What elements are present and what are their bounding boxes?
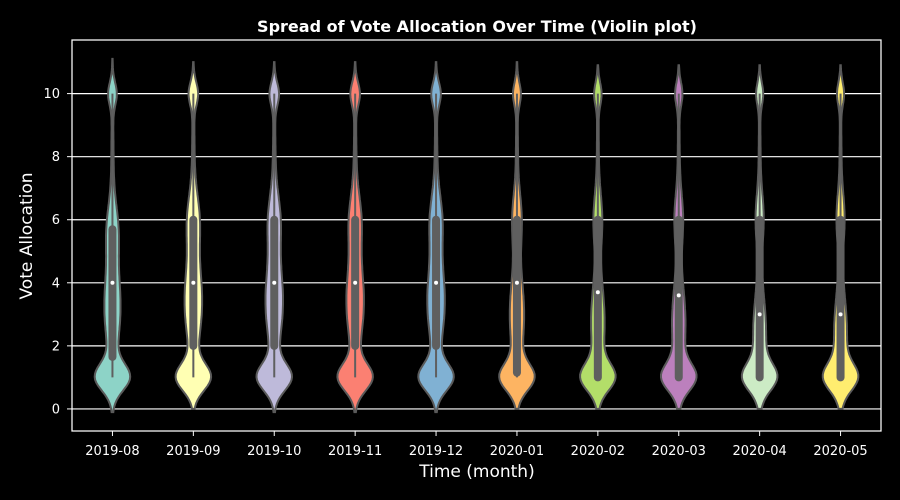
x-tick-label: 2020-04	[732, 444, 786, 459]
x-tick-label: 2019-10	[247, 444, 301, 459]
y-tick-label: 10	[43, 87, 60, 102]
x-tick-label: 2020-01	[490, 444, 544, 459]
violin-median-point	[676, 293, 681, 298]
x-axis-label: Time (month)	[418, 462, 534, 482]
x-tick-label: 2020-05	[813, 444, 867, 459]
chart-title: Spread of Vote Allocation Over Time (Vio…	[257, 17, 697, 36]
x-tick-label: 2019-11	[328, 444, 382, 459]
x-tick-label: 2019-09	[166, 444, 220, 459]
y-tick-label: 2	[52, 339, 60, 354]
x-axis-ticks: 2019-08 2019-09 2019-10 2019-11 2019-12 2020-…	[85, 431, 868, 459]
x-tick-label: 2019-08	[85, 444, 139, 459]
violin-median-point	[434, 280, 439, 285]
violin-median-point	[514, 280, 519, 285]
violins	[93, 57, 860, 414]
y-tick-label: 8	[52, 150, 60, 165]
violin-median-point	[353, 280, 358, 285]
y-tick-label: 6	[52, 213, 60, 228]
violin-median-point	[110, 280, 115, 285]
violin-median-point	[191, 280, 196, 285]
x-tick-label: 2020-03	[652, 444, 706, 459]
x-tick-label: 2020-02	[571, 444, 625, 459]
y-tick-label: 4	[52, 276, 60, 291]
violin-median-point	[272, 280, 277, 285]
violin-median-point	[595, 290, 600, 295]
violin-median-point	[838, 312, 843, 317]
y-tick-label: 0	[52, 402, 60, 417]
gridlines	[72, 93, 881, 410]
x-tick-label: 2019-12	[409, 444, 463, 459]
y-axis-ticks: 0 2 4 6 8 10	[43, 87, 72, 417]
y-axis-label: Vote Allocation	[17, 172, 37, 299]
violin-median-point	[757, 312, 762, 317]
